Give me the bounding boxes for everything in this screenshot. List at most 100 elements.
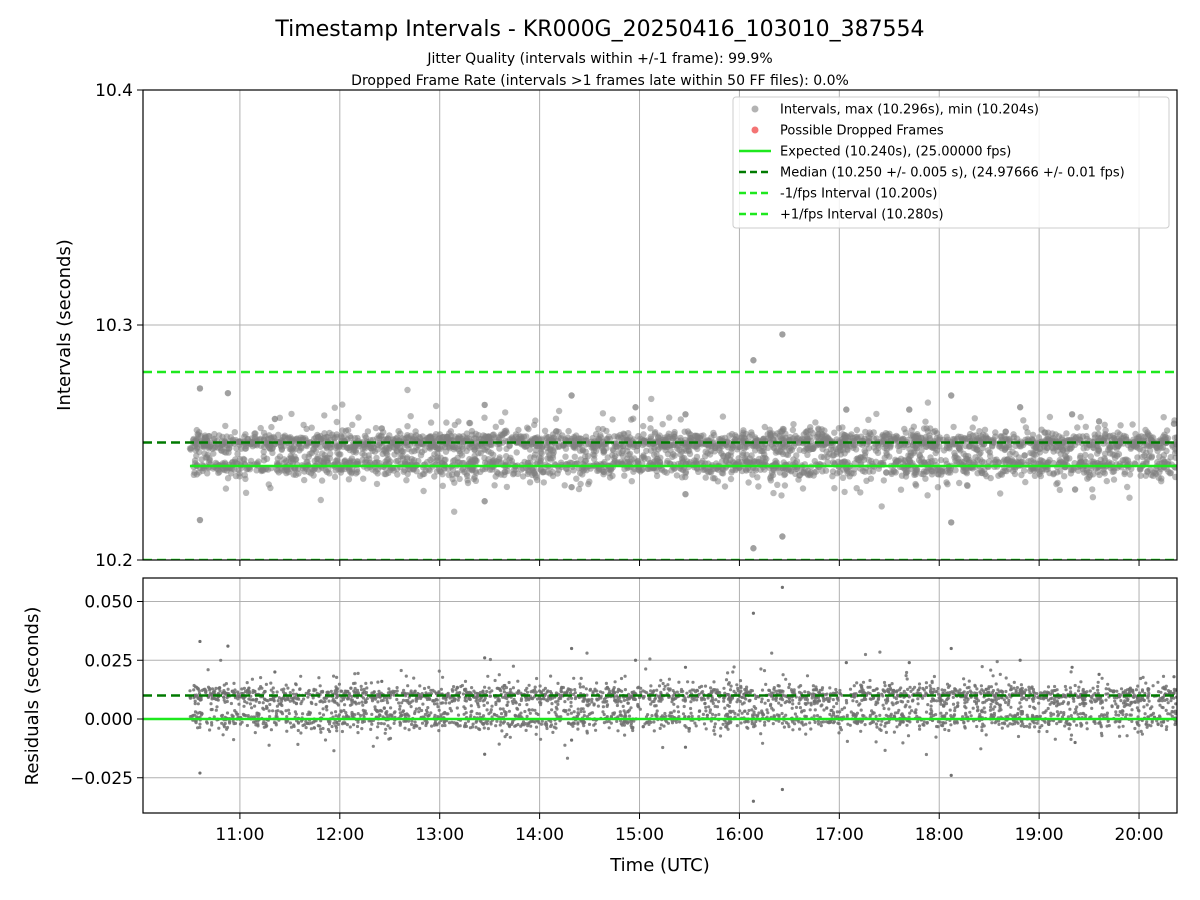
data-point <box>480 432 487 439</box>
data-point <box>1041 429 1048 436</box>
data-point <box>499 712 504 716</box>
data-point <box>424 458 431 466</box>
data-point <box>750 708 754 712</box>
data-point <box>928 684 932 688</box>
data-point <box>242 686 246 691</box>
data-point <box>1081 457 1088 464</box>
data-point <box>824 459 831 466</box>
data-point <box>576 707 580 711</box>
data-point <box>382 470 390 478</box>
data-point <box>362 687 366 691</box>
data-point <box>404 386 411 394</box>
data-point <box>603 427 610 435</box>
data-point <box>1121 469 1129 476</box>
data-point <box>1117 422 1124 429</box>
data-point <box>458 691 462 695</box>
data-point <box>337 713 341 717</box>
data-point <box>1068 686 1072 690</box>
data-point <box>1083 432 1090 440</box>
data-point <box>979 684 984 688</box>
data-point <box>298 445 305 452</box>
data-point <box>339 401 346 408</box>
data-point <box>256 715 260 719</box>
data-point <box>1124 483 1131 491</box>
data-point <box>192 688 196 692</box>
data-point <box>777 701 781 705</box>
data-point <box>1134 454 1141 461</box>
data-point <box>288 721 292 725</box>
data-point <box>888 686 893 691</box>
data-point <box>873 410 880 418</box>
data-point <box>804 732 808 736</box>
data-point <box>533 708 537 712</box>
data-point <box>402 688 406 693</box>
data-point <box>1141 675 1145 680</box>
data-point <box>742 466 750 473</box>
data-point <box>1116 431 1124 438</box>
data-point <box>661 681 665 686</box>
data-point <box>1142 705 1146 709</box>
data-point <box>318 477 326 484</box>
data-point <box>573 475 580 482</box>
data-point <box>1053 469 1061 476</box>
data-point <box>845 701 849 705</box>
data-point <box>815 426 822 433</box>
data-point <box>947 728 951 733</box>
data-point <box>539 737 543 741</box>
data-point <box>575 485 583 493</box>
data-point <box>327 444 334 451</box>
data-point <box>365 686 369 690</box>
data-point <box>527 698 531 702</box>
data-point <box>345 476 353 483</box>
data-point <box>289 725 294 729</box>
data-point <box>922 720 926 724</box>
data-point <box>397 701 401 705</box>
data-point <box>904 674 908 678</box>
data-point <box>492 473 499 480</box>
data-point <box>218 689 222 693</box>
data-point <box>279 434 287 441</box>
data-point <box>375 736 379 740</box>
data-point <box>728 448 735 456</box>
data-point <box>532 417 539 424</box>
data-point <box>790 706 794 710</box>
outlier-point <box>568 483 575 491</box>
data-point <box>857 703 861 707</box>
data-point <box>1083 469 1091 476</box>
data-point <box>376 721 380 726</box>
data-point <box>242 431 249 438</box>
data-point <box>334 710 338 714</box>
data-point <box>659 723 664 727</box>
data-point <box>1030 456 1037 463</box>
data-point <box>750 719 754 724</box>
data-point <box>777 719 781 723</box>
data-point <box>267 484 274 492</box>
data-point <box>315 433 322 440</box>
data-point <box>421 446 428 453</box>
data-point <box>1088 699 1093 703</box>
data-point <box>793 458 801 465</box>
data-point <box>989 668 993 672</box>
data-point <box>1126 471 1134 478</box>
data-point <box>332 467 339 474</box>
data-point <box>936 467 944 474</box>
data-point <box>408 458 416 465</box>
data-point <box>736 443 743 450</box>
data-point <box>325 704 329 709</box>
outlier-point <box>196 516 204 524</box>
data-point <box>1130 719 1134 724</box>
data-point <box>459 465 467 473</box>
data-point <box>596 704 601 708</box>
data-point <box>572 710 576 714</box>
data-point <box>1126 494 1133 501</box>
data-point <box>598 690 603 694</box>
data-point <box>195 469 203 476</box>
data-point <box>537 449 544 456</box>
data-point <box>420 487 427 495</box>
data-point <box>364 428 372 435</box>
data-point <box>1053 480 1060 488</box>
data-point <box>355 414 362 421</box>
data-point <box>790 443 797 450</box>
data-point <box>501 471 508 479</box>
data-point <box>1121 456 1128 463</box>
